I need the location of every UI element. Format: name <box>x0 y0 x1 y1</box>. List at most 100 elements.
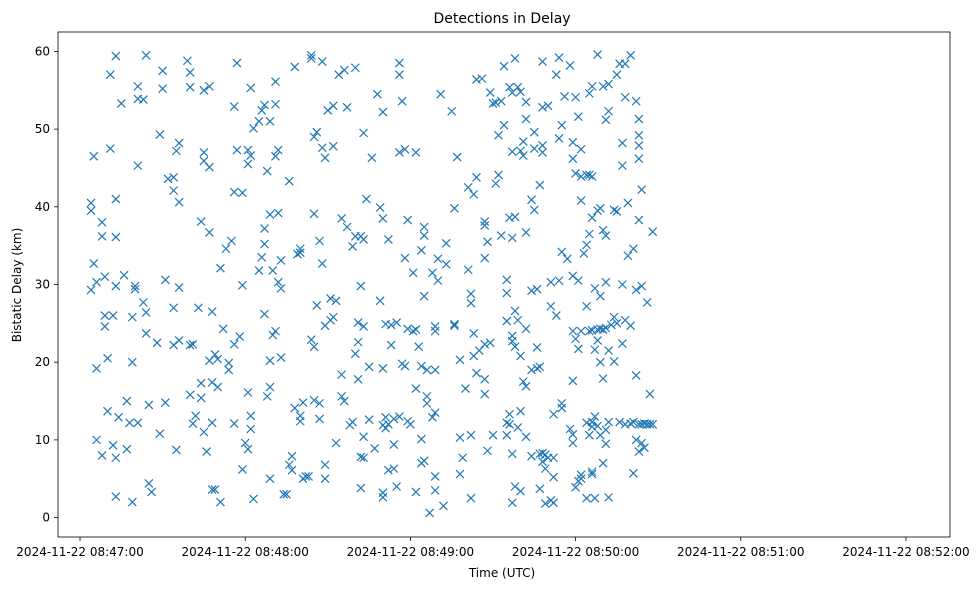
data-point <box>422 398 432 408</box>
data-point <box>408 326 418 336</box>
data-point <box>458 453 468 463</box>
data-point <box>565 424 575 434</box>
data-point <box>130 284 140 294</box>
data-point <box>103 353 112 363</box>
data-point <box>571 482 581 492</box>
data-point <box>626 419 636 428</box>
data-point <box>584 326 594 336</box>
data-point <box>216 497 225 507</box>
data-point <box>361 194 371 204</box>
data-point <box>480 221 490 230</box>
data-point <box>389 414 399 424</box>
data-point <box>568 326 578 336</box>
data-point <box>450 203 459 213</box>
data-point <box>356 452 366 462</box>
data-point <box>521 97 531 107</box>
data-point <box>337 391 346 401</box>
data-point <box>571 334 581 344</box>
data-point <box>122 444 132 454</box>
data-point <box>290 62 300 72</box>
data-point <box>623 198 633 208</box>
data-point <box>213 354 223 364</box>
data-point <box>301 471 311 481</box>
data-point <box>617 339 627 348</box>
data-point <box>92 435 101 445</box>
data-point <box>243 159 253 169</box>
data-point <box>204 228 214 237</box>
data-point <box>185 340 195 350</box>
data-point <box>466 493 476 503</box>
data-point <box>254 266 264 275</box>
data-point <box>210 485 220 495</box>
data-point <box>141 329 151 338</box>
data-point <box>108 311 118 321</box>
data-point <box>587 467 597 477</box>
data-point <box>169 186 179 195</box>
data-point <box>576 172 586 181</box>
data-point <box>502 275 512 285</box>
data-point <box>573 112 583 122</box>
data-point <box>516 87 525 97</box>
data-point <box>295 411 305 421</box>
data-point <box>359 453 369 463</box>
data-point <box>204 162 214 172</box>
data-point <box>441 238 451 248</box>
data-point <box>510 306 520 316</box>
data-point <box>273 208 283 218</box>
data-point <box>337 370 346 380</box>
data-point <box>249 123 258 133</box>
data-point <box>306 335 316 345</box>
data-point <box>141 308 151 317</box>
data-point <box>436 89 446 99</box>
data-point <box>604 346 614 355</box>
data-point <box>513 82 523 92</box>
data-point <box>353 374 363 384</box>
data-point <box>218 324 228 334</box>
data-point <box>202 447 212 456</box>
data-point <box>631 435 641 445</box>
data-point <box>609 205 619 215</box>
data-point <box>529 205 539 215</box>
data-point <box>609 356 619 366</box>
data-point <box>359 235 369 244</box>
data-point <box>378 214 388 223</box>
data-point <box>315 398 324 408</box>
data-point <box>516 406 525 416</box>
data-point <box>238 464 247 474</box>
data-point <box>488 99 498 108</box>
data-point <box>224 358 234 368</box>
data-point <box>326 294 335 303</box>
data-point <box>372 89 382 99</box>
data-point <box>612 318 622 328</box>
data-point <box>111 194 121 204</box>
data-point <box>339 396 349 406</box>
data-point <box>441 259 451 269</box>
data-point <box>229 102 239 112</box>
data-point <box>480 374 490 384</box>
data-point <box>317 143 327 153</box>
data-point <box>645 419 655 429</box>
data-point <box>284 460 294 470</box>
data-point <box>540 464 550 474</box>
data-point <box>593 336 603 345</box>
data-point <box>483 446 492 456</box>
data-point <box>100 322 110 331</box>
data-point <box>144 400 154 410</box>
data-point <box>554 53 564 63</box>
data-point <box>199 85 209 95</box>
data-point <box>628 417 638 427</box>
data-point <box>133 418 143 428</box>
data-point <box>587 172 597 181</box>
data-point <box>364 362 374 372</box>
data-point <box>174 138 184 148</box>
data-point <box>502 316 512 326</box>
data-point <box>232 145 242 155</box>
data-point <box>452 152 462 162</box>
data-point <box>579 248 589 258</box>
data-point <box>411 384 421 394</box>
data-point <box>433 254 443 264</box>
data-point <box>557 120 567 130</box>
data-point <box>174 283 184 293</box>
data-point <box>312 301 322 310</box>
data-point <box>447 106 457 116</box>
